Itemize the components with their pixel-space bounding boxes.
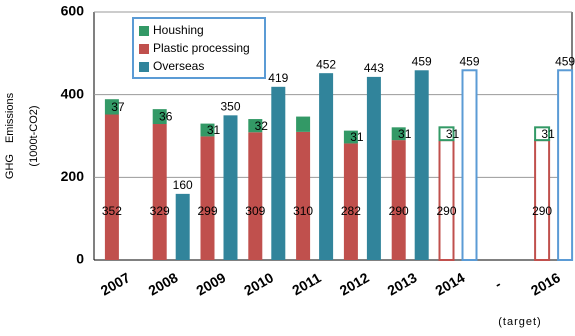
value-label: 443: [364, 61, 384, 75]
bar: [319, 73, 334, 260]
bar: [366, 76, 381, 260]
legend-swatch: [139, 44, 149, 54]
value-label: 31: [350, 130, 364, 144]
y-axis-label: (1000t-CO2): [28, 105, 40, 166]
bar: [175, 193, 190, 260]
value-label: 309: [245, 204, 265, 218]
y-tick-label: 600: [61, 3, 85, 19]
bar: [534, 139, 551, 261]
value-label: 31: [398, 127, 412, 141]
value-label: 37: [111, 100, 125, 114]
x-tick-label: 2014: [432, 269, 467, 299]
bar: [152, 124, 167, 260]
legend-swatch: [139, 62, 149, 72]
value-label: 459: [412, 54, 432, 68]
value-label: 32: [255, 119, 269, 133]
y-axis-label: GHG Emissions: [4, 92, 16, 179]
legend: Houshing Plastic processing Overseas: [132, 17, 266, 79]
bar: [461, 69, 478, 261]
y-tick-label: 200: [61, 168, 85, 184]
bar: [296, 116, 311, 132]
bar: [248, 132, 263, 260]
value-label: 282: [341, 204, 361, 218]
value-label: 419: [268, 71, 288, 85]
value-label: 299: [197, 204, 217, 218]
value-label: 160: [173, 178, 193, 192]
x-tick-label: 2016: [528, 269, 563, 299]
value-label: 31: [207, 123, 221, 137]
bar: [438, 139, 455, 261]
legend-box: [132, 17, 266, 79]
x-tick-label: 2007: [98, 269, 133, 299]
bar: [271, 86, 286, 261]
value-label: 352: [102, 204, 122, 218]
bar: [248, 119, 263, 133]
bar: [296, 131, 311, 260]
bar: [414, 70, 429, 260]
bar: [200, 136, 215, 260]
value-label: 290: [436, 204, 456, 218]
value-label: 290: [532, 204, 552, 218]
bar: [534, 126, 551, 142]
annotation: (target): [498, 316, 541, 328]
value-label: 31: [541, 127, 555, 141]
y-tick-label: 0: [76, 251, 84, 267]
value-label: 452: [316, 57, 336, 71]
y-tick-label: 400: [61, 85, 85, 101]
value-label: 31: [446, 127, 460, 141]
bar: [343, 130, 358, 144]
bar: [152, 109, 167, 125]
legend-label: Plastic processing: [153, 41, 250, 55]
value-label: 459: [555, 54, 575, 68]
bar: [200, 123, 215, 137]
x-tick-label: 2010: [241, 269, 276, 299]
bar: [391, 127, 406, 141]
bar: [104, 99, 119, 115]
legend-label: Houshing: [153, 23, 204, 37]
x-tick-label: 2013: [385, 269, 420, 299]
bar: [104, 114, 119, 260]
x-tick-label: -: [492, 276, 504, 292]
value-label: 459: [459, 54, 479, 68]
x-tick-label: 2011: [289, 269, 323, 298]
bar: [223, 115, 238, 260]
value-label: 310: [293, 204, 313, 218]
x-tick-label: 2012: [337, 269, 372, 299]
x-tick-label: 2009: [193, 269, 228, 299]
bar: [391, 140, 406, 260]
bar: [557, 69, 574, 261]
value-label: 329: [150, 204, 170, 218]
legend-swatch: [139, 26, 149, 36]
legend-label: Overseas: [153, 59, 204, 73]
bar: [438, 126, 455, 142]
bar: [343, 143, 358, 260]
x-tick-label: 2008: [146, 269, 181, 299]
value-label: 350: [220, 100, 240, 114]
value-label: 290: [389, 204, 409, 218]
value-label: 36: [159, 110, 173, 124]
